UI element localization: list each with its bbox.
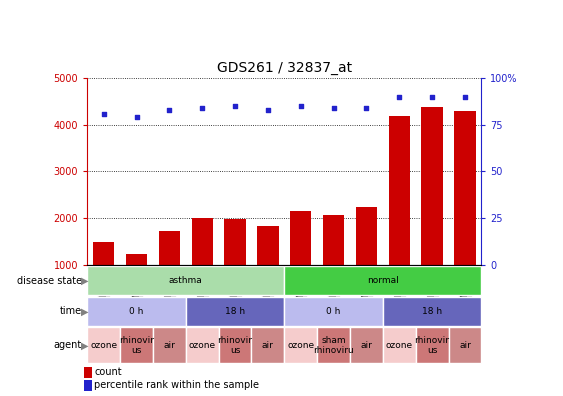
Text: ▶: ▶ <box>81 276 88 286</box>
Text: ▶: ▶ <box>81 340 88 350</box>
Title: GDS261 / 32837_at: GDS261 / 32837_at <box>217 61 352 74</box>
Bar <box>120 327 153 363</box>
Point <box>395 94 404 100</box>
Bar <box>284 327 317 363</box>
Bar <box>252 327 284 363</box>
Point <box>263 107 272 113</box>
Text: asthma: asthma <box>169 276 203 285</box>
Bar <box>87 266 284 295</box>
Bar <box>218 327 252 363</box>
Point <box>99 110 108 117</box>
Text: disease state: disease state <box>16 276 82 286</box>
Bar <box>126 254 147 265</box>
Text: ozone: ozone <box>287 341 314 350</box>
Text: ozone: ozone <box>386 341 413 350</box>
Text: air: air <box>459 341 471 350</box>
Bar <box>191 217 213 265</box>
Bar <box>153 327 186 363</box>
Text: percentile rank within the sample: percentile rank within the sample <box>95 381 260 390</box>
Text: count: count <box>95 367 122 377</box>
Bar <box>186 297 284 326</box>
Bar <box>87 297 186 326</box>
Bar <box>356 207 377 265</box>
Point <box>198 105 207 111</box>
Bar <box>449 327 481 363</box>
Text: 0 h: 0 h <box>129 307 144 316</box>
Point <box>329 105 338 111</box>
Point <box>362 105 371 111</box>
Text: air: air <box>262 341 274 350</box>
Bar <box>225 219 245 265</box>
Point <box>132 114 141 121</box>
Bar <box>317 327 350 363</box>
Bar <box>84 380 92 390</box>
Point <box>165 107 174 113</box>
Point <box>428 94 437 100</box>
Text: normal: normal <box>367 276 399 285</box>
Text: ozone: ozone <box>189 341 216 350</box>
Bar <box>87 327 120 363</box>
Text: 0 h: 0 h <box>327 307 341 316</box>
Bar <box>350 327 383 363</box>
Point <box>296 103 305 109</box>
Bar <box>186 327 218 363</box>
Text: 18 h: 18 h <box>422 307 442 316</box>
Text: sham
rhinoviru: sham rhinoviru <box>313 336 354 355</box>
Text: rhinovir
us: rhinovir us <box>217 336 253 355</box>
Bar <box>93 242 114 265</box>
Bar <box>422 107 443 265</box>
Text: air: air <box>360 341 372 350</box>
Bar <box>383 297 481 326</box>
Text: ozone: ozone <box>90 341 117 350</box>
Text: ▶: ▶ <box>81 307 88 316</box>
Text: agent: agent <box>53 340 82 350</box>
Point <box>231 103 240 109</box>
Bar <box>388 116 410 265</box>
Text: rhinovir
us: rhinovir us <box>414 336 450 355</box>
Text: 18 h: 18 h <box>225 307 245 316</box>
Bar <box>284 297 383 326</box>
Bar <box>383 327 415 363</box>
Bar <box>290 211 311 265</box>
Bar <box>454 111 476 265</box>
Text: time: time <box>60 307 82 316</box>
Bar <box>84 367 92 378</box>
Bar <box>159 231 180 265</box>
Bar <box>257 226 279 265</box>
Text: air: air <box>163 341 175 350</box>
Bar <box>284 266 481 295</box>
Bar <box>415 327 449 363</box>
Text: rhinovir
us: rhinovir us <box>119 336 154 355</box>
Bar <box>323 215 344 265</box>
Point <box>461 94 470 100</box>
